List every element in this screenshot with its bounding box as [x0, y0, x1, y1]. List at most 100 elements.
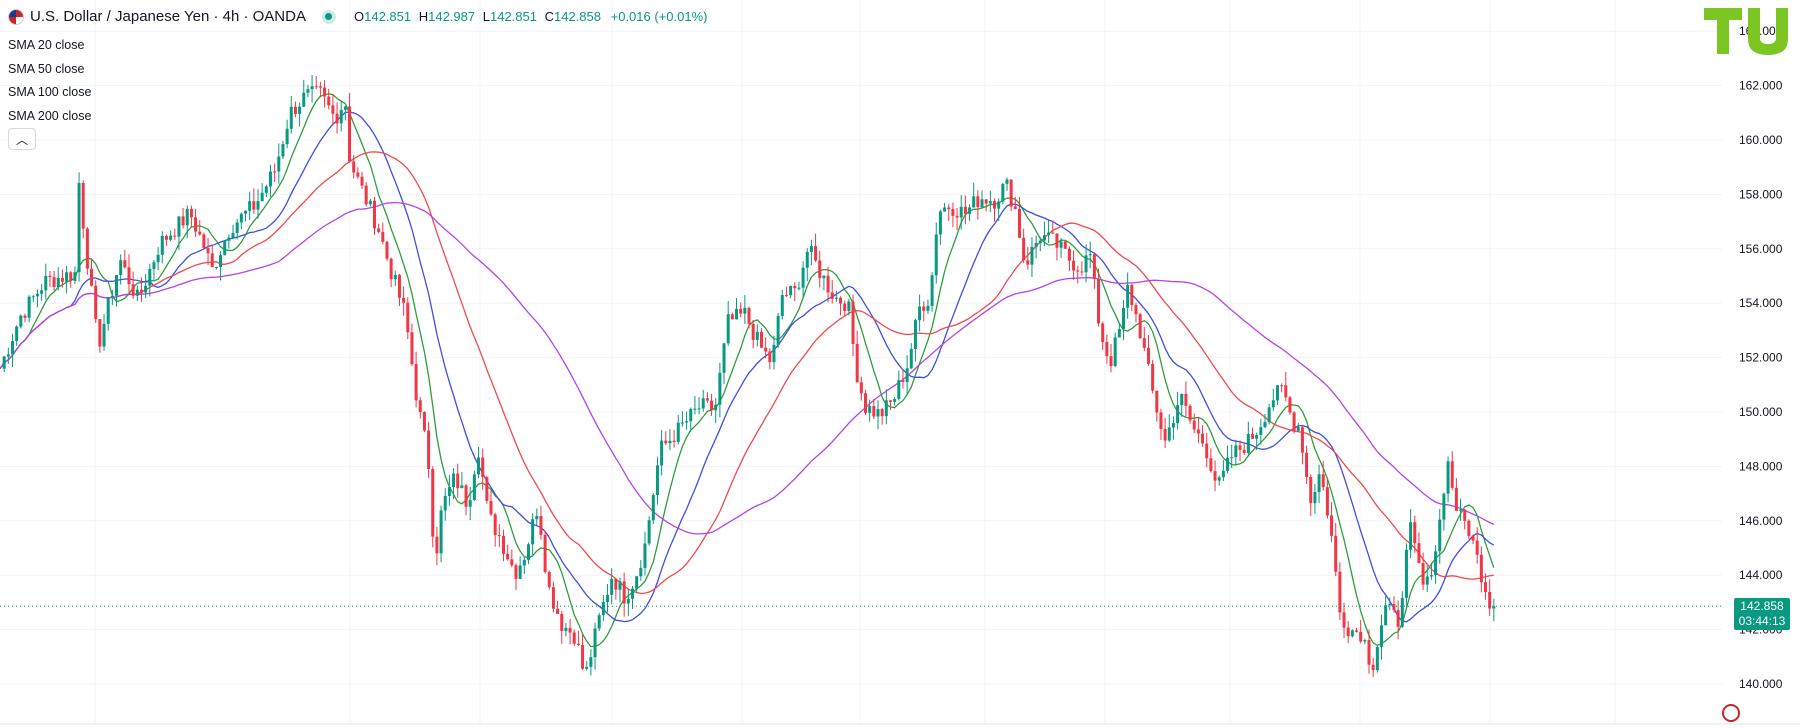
candle-body: [884, 400, 888, 417]
candle-body: [327, 96, 331, 106]
settings-flag-icon[interactable]: [1722, 704, 1740, 722]
sma-200-line: [0, 201, 1495, 535]
candle-body: [119, 260, 123, 276]
candle-body: [768, 351, 772, 363]
candle-body: [1321, 474, 1325, 488]
candle-body: [826, 275, 830, 293]
candle-body: [1346, 627, 1350, 637]
candle-body: [1417, 543, 1421, 564]
candle-body: [210, 253, 214, 268]
candle-body: [127, 267, 131, 285]
y-tick-label: 146.000: [1739, 514, 1783, 528]
candle-body: [152, 262, 156, 269]
candle-body: [959, 206, 963, 218]
candle-body: [1246, 434, 1250, 454]
candle-body: [123, 260, 127, 268]
y-tick-label: 150.000: [1739, 405, 1783, 419]
y-tick-label: 144.000: [1739, 568, 1783, 582]
candle-body: [1359, 631, 1363, 642]
candle-body: [547, 571, 551, 588]
candle-body: [456, 473, 460, 489]
candle-body: [493, 514, 497, 536]
candle-body: [701, 398, 705, 409]
candle-body: [1226, 457, 1230, 471]
candle-body: [772, 344, 776, 363]
candle-body: [1184, 393, 1188, 406]
candle-body: [601, 601, 605, 616]
y-tick-label: 160.000: [1739, 133, 1783, 147]
candle-body: [980, 199, 984, 207]
candle-body: [364, 185, 368, 205]
candle-body: [160, 235, 164, 255]
candle-body: [943, 207, 947, 212]
candle-body: [156, 254, 160, 263]
candle-body: [302, 92, 306, 107]
candle-body: [655, 465, 659, 495]
ohlc-low-value: 142.851: [489, 9, 537, 24]
candle-body: [822, 275, 826, 279]
candle-body: [485, 477, 489, 501]
candle-body: [1167, 427, 1171, 441]
candle-body: [102, 323, 106, 347]
candle-body: [1117, 329, 1121, 338]
candle-body: [385, 241, 389, 259]
candle-body: [1325, 487, 1329, 516]
candle-body: [1484, 582, 1488, 593]
indicator-name: SMA: [8, 108, 35, 123]
indicator-sma-50[interactable]: SMA 50 close: [8, 58, 91, 82]
ohlc-high-value: 142.987: [428, 9, 476, 24]
candle-body: [1355, 630, 1359, 632]
candle-body: [481, 457, 485, 478]
ohlc-close-key: C: [544, 9, 554, 24]
candle-body: [676, 422, 680, 442]
candle-body: [776, 315, 780, 345]
y-tick-label: 148.000: [1739, 459, 1783, 473]
candle-body: [1088, 254, 1092, 256]
candle-body: [389, 258, 393, 280]
candle-body: [310, 86, 314, 90]
candle-body: [1454, 487, 1458, 511]
candle-body: [797, 287, 801, 289]
candle-body: [859, 382, 863, 394]
candle-body: [94, 285, 98, 320]
candle-body: [185, 208, 189, 226]
candle-body: [1317, 474, 1321, 492]
candle-body: [564, 627, 568, 631]
candle-body: [705, 398, 709, 401]
candle-body: [897, 380, 901, 399]
indicator-sma-20[interactable]: SMA 20 close: [8, 34, 91, 58]
candle-body: [1176, 405, 1180, 424]
candle-body: [202, 234, 206, 249]
candle-body: [231, 233, 235, 238]
chevron-up-icon: ︿: [15, 132, 28, 147]
candle-body: [381, 231, 385, 242]
candle-body: [1296, 427, 1300, 431]
candle-body: [223, 240, 227, 256]
candle-body: [843, 303, 847, 311]
y-tick-label: 140.000: [1739, 677, 1783, 691]
candle-body: [65, 272, 69, 282]
collapse-indicators-button[interactable]: ︿: [8, 128, 36, 150]
candle-body: [139, 289, 143, 293]
indicator-sma-100[interactable]: SMA 100 close: [8, 81, 91, 105]
candle-body: [1404, 549, 1408, 598]
candle-body: [239, 213, 243, 223]
candle-body: [452, 473, 456, 488]
candle-body: [56, 277, 60, 288]
candle-body: [427, 430, 431, 470]
candle-body: [1192, 420, 1196, 430]
candle-body: [630, 588, 634, 599]
indicator-sma-200[interactable]: SMA 200 close: [8, 105, 91, 129]
symbol-title[interactable]: U.S. Dollar / Japanese Yen · 4h · OANDA: [30, 8, 306, 25]
candle-body: [1221, 470, 1225, 478]
candle-body: [622, 581, 626, 604]
candle-body: [1330, 515, 1334, 536]
candle-body: [1022, 237, 1026, 261]
ohlc-close-value: 142.858: [554, 9, 601, 24]
price-axis[interactable]: 140.000142.000144.000146.000148.000150.0…: [0, 24, 1800, 725]
candle-body: [1459, 509, 1463, 511]
candle-body: [439, 510, 443, 554]
candle-body: [976, 196, 980, 207]
